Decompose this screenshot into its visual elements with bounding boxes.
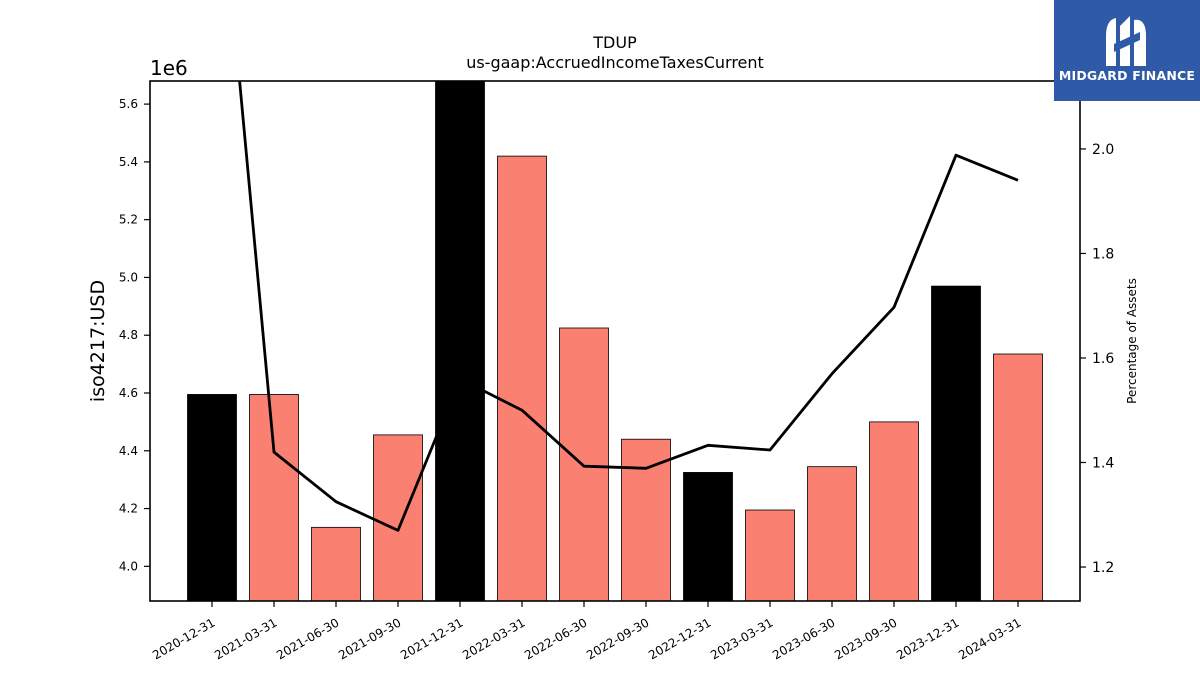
logo-text: MIDGARD FINANCE bbox=[1058, 68, 1196, 83]
x-tick-label: 2021-06-30 bbox=[274, 615, 341, 662]
y-tick-label: 4.2 bbox=[119, 502, 138, 516]
y2-tick-label: 1.4 bbox=[1092, 456, 1114, 472]
bar-2022-09-30 bbox=[621, 438, 671, 601]
y-axis-label: iso4217:USD bbox=[87, 280, 109, 402]
bar-2021-09-30 bbox=[373, 434, 423, 601]
bar-2022-03-31 bbox=[497, 155, 547, 601]
offset-text: 1e6 bbox=[150, 56, 188, 80]
y-tick-label: 4.6 bbox=[119, 386, 138, 400]
x-tick-label: 2023-03-31 bbox=[708, 615, 775, 662]
x-tick-label: 2023-06-30 bbox=[770, 615, 837, 662]
x-tick-label: 2024-03-31 bbox=[956, 615, 1023, 662]
y2-tick-label: 1.2 bbox=[1092, 560, 1114, 576]
x-tick-label: 2023-12-31 bbox=[894, 615, 961, 662]
bar-2023-09-30 bbox=[869, 421, 919, 601]
x-tick-label: 2021-03-31 bbox=[212, 615, 279, 662]
bar-2023-03-31 bbox=[745, 509, 795, 601]
y2-tick-label: 2.0 bbox=[1092, 142, 1114, 158]
bars-group bbox=[187, 81, 1043, 601]
bar-2020-12-31 bbox=[187, 394, 237, 601]
midgard-finance-logo: MIDGARD FINANCE bbox=[1054, 0, 1200, 101]
y-tick-label: 4.8 bbox=[119, 328, 138, 342]
bar-2021-03-31 bbox=[249, 394, 299, 601]
y-tick-label: 5.2 bbox=[119, 213, 138, 227]
x-tick-label: 2020-12-31 bbox=[150, 615, 217, 662]
plot-frame bbox=[149, 80, 1081, 602]
chart-title: TDUP bbox=[592, 33, 637, 52]
line-group bbox=[238, 81, 1019, 532]
x-tick-label: 2021-09-30 bbox=[336, 615, 403, 662]
x-tick-label: 2022-09-30 bbox=[584, 615, 651, 662]
y2-tick-label: 1.6 bbox=[1092, 351, 1114, 367]
x-tick-label: 2021-12-31 bbox=[398, 615, 465, 662]
bar-2022-12-31 bbox=[683, 472, 733, 601]
y2-tick-label: 1.8 bbox=[1092, 246, 1114, 262]
x-tick-label: 2022-06-30 bbox=[522, 615, 589, 662]
y-tick-label: 4.4 bbox=[119, 444, 138, 458]
logo-mark-icon bbox=[1106, 16, 1146, 66]
percentage-of-assets-line bbox=[238, 81, 1019, 532]
y2-axis-label: Percentage of Assets bbox=[1125, 278, 1139, 404]
x-tick-label: 2022-12-31 bbox=[646, 615, 713, 662]
y-tick-label: 4.0 bbox=[119, 559, 138, 573]
x-tick-label: 2022-03-31 bbox=[460, 615, 527, 662]
x-tick-label: 2023-09-30 bbox=[832, 615, 899, 662]
y-tick-label: 5.4 bbox=[119, 155, 138, 169]
bar-2024-03-31 bbox=[993, 353, 1043, 601]
y-tick-label: 5.0 bbox=[119, 270, 138, 284]
y-tick-label: 5.6 bbox=[119, 97, 138, 111]
bar-2021-06-30 bbox=[311, 526, 361, 601]
chart-subtitle: us-gaap:AccruedIncomeTaxesCurrent bbox=[466, 53, 764, 72]
bar-2023-06-30 bbox=[807, 466, 857, 601]
bar-2021-12-31 bbox=[435, 81, 485, 601]
bar-2023-12-31 bbox=[931, 285, 981, 601]
